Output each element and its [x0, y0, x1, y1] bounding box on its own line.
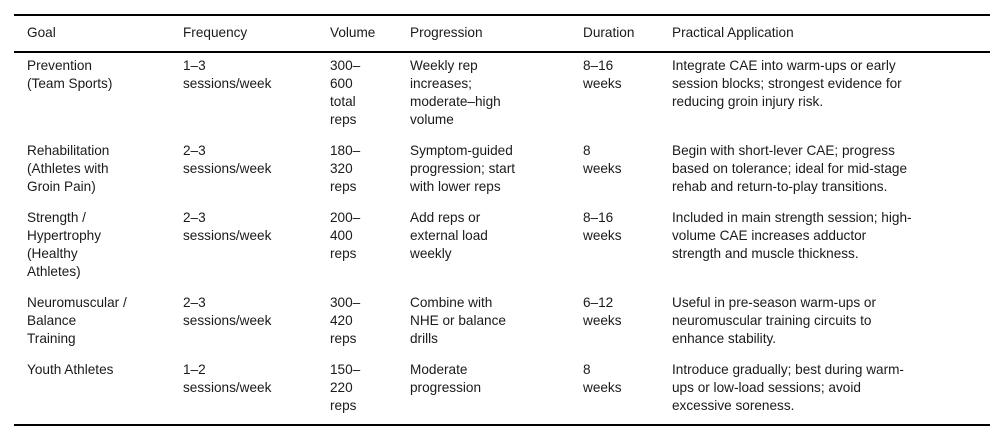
cell-volume: 300– 420 reps [330, 295, 361, 346]
cell-volume: 200– 400 reps [330, 210, 361, 261]
cell-progression: Symptom-guided progression; start with l… [410, 143, 516, 194]
table-row-strength-hypertrophy: Strength / Hypertrophy (Healthy Athletes… [14, 205, 990, 290]
cell-practical-application: Introduce gradually; best during warm- u… [672, 362, 904, 413]
cell-frequency: 2–3 sessions/week [183, 210, 272, 243]
table-row-prevention: Prevention (Team Sports) 1–3 sessions/we… [14, 52, 990, 138]
table-row-neuromuscular-balance: Neuromuscular / Balance Training 2–3 ses… [14, 290, 990, 357]
cae-dosage-table: Goal Frequency Volume Progression Durati… [14, 14, 990, 426]
cell-frequency: 1–3 sessions/week [183, 58, 272, 91]
cell-practical-application: Integrate CAE into warm-ups or early ses… [672, 58, 902, 109]
cell-duration: 8 weeks [583, 362, 622, 395]
header-row: Goal Frequency Volume Progression Durati… [14, 15, 990, 53]
cae-dosage-table-container: Goal Frequency Volume Progression Durati… [14, 14, 990, 426]
cell-progression: Moderate progression [410, 362, 482, 395]
cell-volume: 150– 220 reps [330, 362, 361, 413]
column-header-practical-application: Practical Application [672, 15, 990, 53]
cell-progression: Combine with NHE or balance drills [410, 295, 506, 346]
table-row-rehabilitation: Rehabilitation (Athletes with Groin Pain… [14, 138, 990, 205]
column-header-frequency: Frequency [183, 15, 330, 53]
cell-volume: 180– 320 reps [330, 143, 361, 194]
column-header-volume: Volume [330, 15, 410, 53]
cell-frequency: 2–3 sessions/week [183, 143, 272, 176]
cell-goal: Youth Athletes [27, 362, 114, 377]
cell-practical-application: Included in main strength session; high-… [672, 210, 912, 261]
table-row-youth-athletes: Youth Athletes 1–2 sessions/week 150– 22… [14, 357, 990, 425]
cell-frequency: 2–3 sessions/week [183, 295, 272, 328]
cell-goal: Strength / Hypertrophy (Healthy Athletes… [27, 210, 102, 279]
cell-progression: Weekly rep increases; moderate–high volu… [410, 58, 501, 127]
cell-goal: Prevention (Team Sports) [27, 58, 113, 91]
cell-practical-application: Useful in pre-season warm-ups or neuromu… [672, 295, 876, 346]
column-header-goal: Goal [14, 15, 183, 53]
cell-duration: 8–16 weeks [583, 210, 622, 243]
cell-goal: Neuromuscular / Balance Training [27, 295, 127, 346]
cell-duration: 8 weeks [583, 143, 622, 176]
cell-volume: 300– 600 total reps [330, 58, 361, 127]
cell-progression: Add reps or external load weekly [410, 210, 488, 261]
cell-practical-application: Begin with short-lever CAE; progress bas… [672, 143, 908, 194]
cell-goal: Rehabilitation (Athletes with Groin Pain… [27, 143, 110, 194]
cell-frequency: 1–2 sessions/week [183, 362, 272, 395]
column-header-duration: Duration [583, 15, 672, 53]
column-header-progression: Progression [410, 15, 583, 53]
cell-duration: 8–16 weeks [583, 58, 622, 91]
cell-duration: 6–12 weeks [583, 295, 622, 328]
